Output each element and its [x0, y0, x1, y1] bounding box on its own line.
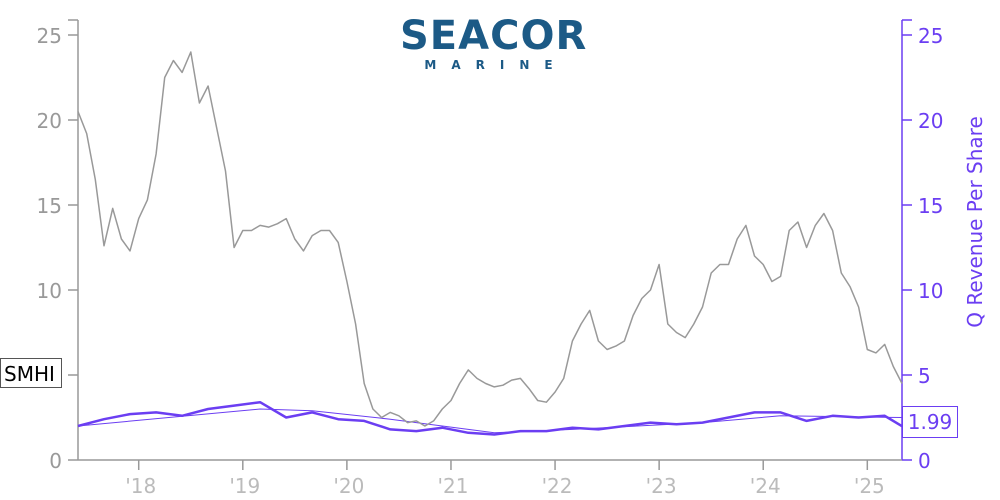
- x-tick-label: '20: [333, 474, 364, 498]
- right-tick-label: 10: [918, 279, 943, 303]
- tick-labels-layer: 05101520250510152025'18'19'20'21'22'23'2…: [37, 24, 944, 498]
- right-tick-label: 5: [918, 364, 931, 388]
- x-tick-label: '23: [646, 474, 677, 498]
- logo-subtitle: MARINE: [424, 58, 568, 72]
- x-tick-label: '22: [542, 474, 573, 498]
- right-tick-label: 20: [918, 109, 943, 133]
- right-tick-label: 25: [918, 24, 943, 48]
- left-tick-label: 20: [37, 109, 62, 133]
- right-tick-label: 15: [918, 194, 943, 218]
- right-tick-label: 0: [918, 449, 931, 473]
- left-tick-label: 0: [49, 449, 62, 473]
- revenue-layer: [77, 400, 903, 436]
- x-tick-label: '19: [229, 474, 260, 498]
- last-value-label: 1.99: [902, 406, 958, 438]
- company-logo: SEACOR MARINE: [400, 13, 588, 72]
- revenue-series-line: [77, 400, 903, 436]
- ticker-label: SMHI: [0, 358, 62, 388]
- price-series-line: [77, 51, 903, 427]
- x-tick-label: '21: [437, 474, 468, 498]
- revenue-trend-line: [77, 408, 903, 434]
- x-tick-label: '18: [125, 474, 156, 498]
- chart-axes: [68, 19, 912, 470]
- logo-name: SEACOR: [400, 13, 588, 59]
- left-tick-label: 25: [37, 24, 62, 48]
- revenue-trend-layer: [77, 408, 903, 434]
- x-tick-label: '24: [750, 474, 781, 498]
- left-tick-label: 10: [37, 279, 62, 303]
- price-layer: [77, 51, 903, 427]
- x-tick-label: '25: [854, 474, 885, 498]
- left-tick-label: 15: [37, 194, 62, 218]
- right-axis-label: Q Revenue Per Share: [963, 116, 987, 328]
